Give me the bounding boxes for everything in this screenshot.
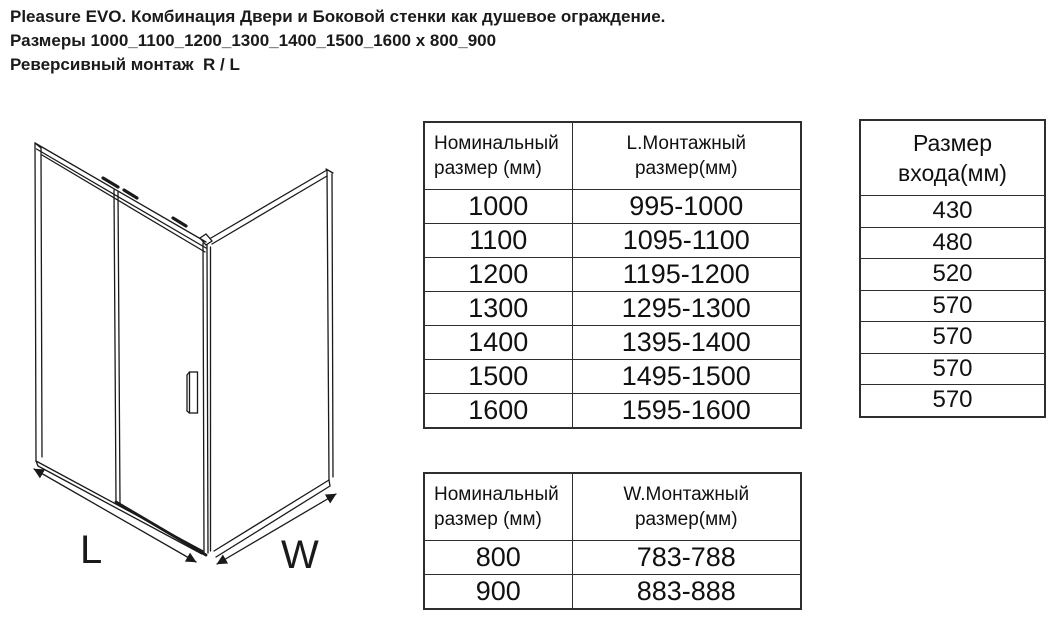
door-handle <box>186 371 199 414</box>
nominal-size-cell: 1100 <box>423 223 573 258</box>
length-dimension-arrow <box>33 468 197 563</box>
entry-size-cell: 570 <box>859 321 1046 354</box>
entry-size-cell: 570 <box>859 384 1046 417</box>
table-header-row: Номинальный размер (мм) L.Монтажный разм… <box>423 121 802 190</box>
side-panel <box>210 168 334 558</box>
table-row: 570 <box>859 321 1046 354</box>
nominal-size-cell: 1300 <box>423 291 573 326</box>
table-row: 430 <box>859 195 1046 228</box>
nominal-size-cell: 800 <box>423 540 573 575</box>
mounting-size-cell: 1595-1600 <box>571 393 802 429</box>
table-row: 1000 995-1000 <box>423 189 802 224</box>
corner-post <box>199 233 213 554</box>
nominal-size-cell: 1500 <box>423 359 573 394</box>
mounting-size-cell: 995-1000 <box>571 189 802 224</box>
mounting-size-cell: 783-788 <box>571 540 802 575</box>
entry-size-cell: 480 <box>859 226 1046 259</box>
sizes-line: Размеры 1000_1100_1200_1300_1400_1500_16… <box>10 31 497 50</box>
entry-size-cell: 570 <box>859 352 1046 385</box>
mounting-size-cell: 1295-1300 <box>571 291 802 326</box>
width-label: W <box>281 533 319 577</box>
table-row: 1200 1195-1200 <box>423 257 802 292</box>
table-row: 1400 1395-1400 <box>423 325 802 360</box>
door-panel-front <box>34 142 208 557</box>
length-size-table: Номинальный размер (мм) L.Монтажный разм… <box>423 121 802 429</box>
table-row: 570 <box>859 289 1046 322</box>
width-dimension-arrow <box>216 493 337 565</box>
mounting-size-cell: 1495-1500 <box>571 359 802 394</box>
table-header-row: Номинальный размер (мм) W.Монтажный разм… <box>423 472 802 541</box>
table-row: 800 783-788 <box>423 540 802 575</box>
table-row: 570 <box>859 384 1046 417</box>
column-header-entry-size: Размер входа(мм) <box>859 119 1046 196</box>
nominal-size-cell: 1400 <box>423 325 573 360</box>
table-row: 900 883-888 <box>423 574 802 610</box>
column-header-nominal-size: Номинальный размер (мм) <box>423 121 573 190</box>
mounting-size-cell: 1195-1200 <box>571 257 802 292</box>
table-header-row: Размер входа(мм) <box>859 119 1046 196</box>
table-row: 480 <box>859 226 1046 259</box>
nominal-size-cell: 900 <box>423 574 573 610</box>
nominal-size-cell: 1200 <box>423 257 573 292</box>
table-row: 1600 1595-1600 <box>423 393 802 429</box>
table-row: 1300 1295-1300 <box>423 291 802 326</box>
column-header-w-mounting-size: W.Монтажный размер(мм) <box>571 472 802 541</box>
entry-size-table: Размер входа(мм) 430 480 520 570 570 570… <box>859 119 1046 418</box>
table-row: 570 <box>859 352 1046 385</box>
column-header-l-mounting-size: L.Монтажный размер(мм) <box>571 121 802 190</box>
table-row: 520 <box>859 258 1046 291</box>
table-row: 1500 1495-1500 <box>423 359 802 394</box>
table-row: 1100 1095-1100 <box>423 223 802 258</box>
width-size-table: Номинальный размер (мм) W.Монтажный разм… <box>423 472 802 610</box>
entry-size-cell: 430 <box>859 195 1046 228</box>
reversible-mounting-line: Реверсивный монтаж R / L <box>10 55 240 74</box>
mounting-size-cell: 1395-1400 <box>571 325 802 360</box>
nominal-size-cell: 1000 <box>423 189 573 224</box>
length-label: L <box>80 528 102 572</box>
entry-size-cell: 520 <box>859 258 1046 291</box>
nominal-size-cell: 1600 <box>423 393 573 429</box>
mounting-size-cell: 883-888 <box>571 574 802 610</box>
entry-size-cell: 570 <box>859 289 1046 322</box>
shower-enclosure-diagram: L W <box>33 142 337 577</box>
page-title: Pleasure EVO. Комбинация Двери и Боковой… <box>10 7 666 26</box>
mounting-size-cell: 1095-1100 <box>571 223 802 258</box>
column-header-nominal-size: Номинальный размер (мм) <box>423 472 573 541</box>
